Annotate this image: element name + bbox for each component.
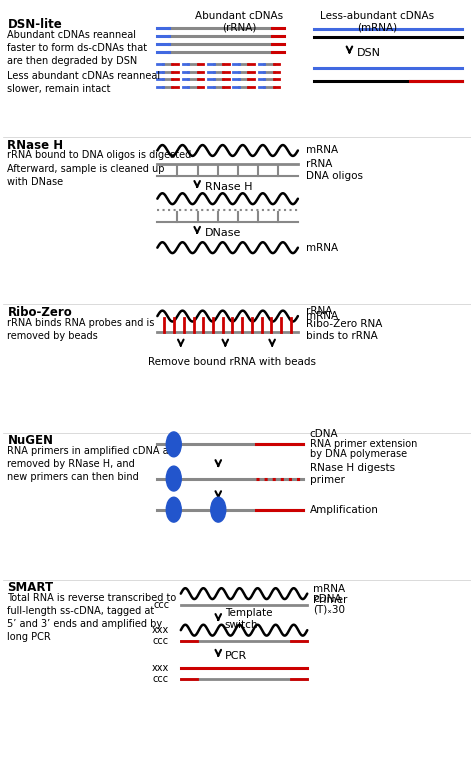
Text: Less-abundant cDNAs
(mRNA): Less-abundant cDNAs (mRNA) <box>320 10 435 32</box>
Text: rRNA: rRNA <box>306 159 333 168</box>
Text: DSN: DSN <box>356 48 381 57</box>
Text: mRNA: mRNA <box>306 243 338 253</box>
Text: Abundant cDNAs reanneal
faster to form ds-cDNAs that
are then degraded by DSN: Abundant cDNAs reanneal faster to form d… <box>8 30 147 67</box>
Circle shape <box>211 497 226 522</box>
Text: Ribo-Zero: Ribo-Zero <box>8 306 72 319</box>
Text: Abundant cDNAs
(rRNA): Abundant cDNAs (rRNA) <box>195 10 283 32</box>
Text: RNA primers in amplified cDNA are
removed by RNase H, and
new primers can then b: RNA primers in amplified cDNA are remove… <box>8 446 179 482</box>
Text: mRNA: mRNA <box>313 584 346 594</box>
Text: mRNA: mRNA <box>306 311 338 321</box>
Text: cDNA: cDNA <box>313 594 342 604</box>
Text: ccc: ccc <box>153 674 169 684</box>
Text: Remove bound rRNA with beads: Remove bound rRNA with beads <box>148 356 316 366</box>
Text: ccc: ccc <box>154 600 170 609</box>
Text: PCR: PCR <box>225 651 247 661</box>
Circle shape <box>166 497 181 522</box>
Text: mRNA: mRNA <box>306 146 338 156</box>
Text: Total RNA is reverse transcribed to
full-length ss-cDNA, tagged at
5’ and 3’ end: Total RNA is reverse transcribed to full… <box>8 593 177 643</box>
Text: Primer: Primer <box>313 595 348 604</box>
Text: SMART: SMART <box>8 581 54 594</box>
Text: NuGEN: NuGEN <box>8 435 54 447</box>
Text: rRNA binds RNA probes and is
removed by beads: rRNA binds RNA probes and is removed by … <box>8 318 155 341</box>
Text: rRNA bound to DNA oligos is digested
Afterward, sample is cleaned up
with DNase: rRNA bound to DNA oligos is digested Aft… <box>8 150 191 187</box>
Text: RNase H digests
primer: RNase H digests primer <box>310 463 395 485</box>
Text: xxx: xxx <box>152 663 169 673</box>
Text: ccc: ccc <box>153 636 169 646</box>
Text: by DNA polymerase: by DNA polymerase <box>310 449 407 460</box>
Circle shape <box>166 466 181 491</box>
Text: DNA oligos: DNA oligos <box>306 171 364 181</box>
Text: cDNA: cDNA <box>310 429 338 439</box>
Text: DSN-lite: DSN-lite <box>8 18 62 31</box>
Text: rRNA
Ribo-Zero RNA
binds to rRNA: rRNA Ribo-Zero RNA binds to rRNA <box>306 306 383 341</box>
Text: (T)ₓ30: (T)ₓ30 <box>313 605 346 615</box>
Text: RNase H: RNase H <box>205 182 253 192</box>
Circle shape <box>166 432 181 456</box>
Text: DNase: DNase <box>205 228 242 238</box>
Text: Amplification: Amplification <box>310 505 378 514</box>
Text: xxx: xxx <box>152 625 169 635</box>
Text: Template
switch: Template switch <box>225 608 273 630</box>
Text: RNA primer extension: RNA primer extension <box>310 439 417 449</box>
Text: Less abundant cDNAs reanneal
slower, remain intact: Less abundant cDNAs reanneal slower, rem… <box>8 71 161 95</box>
Text: RNase H: RNase H <box>8 139 64 152</box>
